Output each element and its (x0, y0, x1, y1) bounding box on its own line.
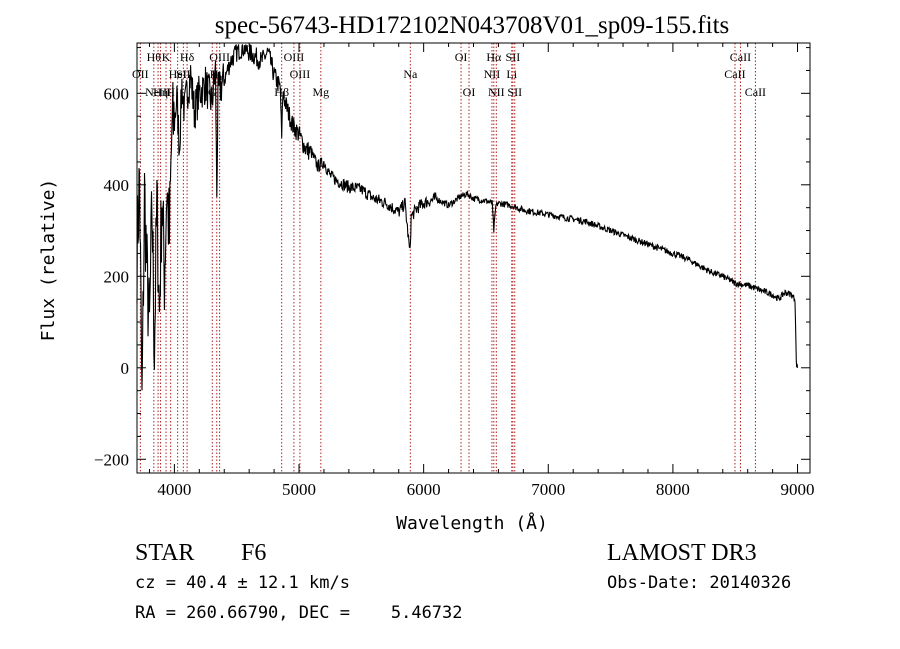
survey-name: LAMOST DR3 (607, 540, 757, 566)
x-tick-label-2: 6000 (407, 480, 441, 499)
plot-frame (136, 42, 811, 474)
line-markers (139, 43, 756, 473)
x-tick-label-0: 4000 (157, 480, 191, 499)
x-tick-label-3: 7000 (531, 480, 565, 499)
line-label-20: NII (484, 67, 501, 81)
line-label-26: CaII (730, 50, 751, 64)
y-tick-label-3: 400 (104, 176, 130, 195)
line-label-25: CaII (724, 67, 745, 81)
x-tick-label-5: 9000 (781, 480, 815, 499)
y-tick-label-0: −200 (94, 450, 129, 469)
line-label-19: Hα (486, 50, 502, 64)
line-label-24: SII (507, 85, 522, 99)
line-label-18: OI (463, 85, 476, 99)
redshift-velocity: cz = 40.4 ± 12.1 km/s (135, 573, 350, 593)
spectrum-series-line (136, 44, 799, 391)
x-tick-label-1: 5000 (282, 480, 316, 499)
line-label-16: Na (403, 67, 418, 81)
line-label-15: Mg (312, 85, 329, 99)
line-label-11: OIII (209, 50, 230, 64)
line-label-27: CaII (745, 85, 766, 99)
object-subclass: F6 (241, 540, 267, 566)
line-label-13: OIII (284, 50, 305, 64)
x-axis-ticks: 4000 5000 6000 7000 8000 9000 (148, 43, 815, 499)
line-label-14: OIII (290, 67, 311, 81)
x-tick-label-4: 8000 (656, 480, 690, 499)
line-label-12: Hβ (274, 85, 289, 99)
y-tick-label-4: 600 (104, 84, 130, 103)
line-label-21: NII (488, 85, 505, 99)
line-label-6: HeI (169, 67, 187, 81)
y-tick-label-1: 0 (121, 359, 130, 378)
line-label-8: Hδ (180, 50, 195, 64)
object-type: STAR (135, 540, 195, 566)
line-label-23: SII (506, 50, 521, 64)
y-axis-label: Flux (relative) (38, 179, 59, 342)
y-axis-ticks: −200 0 200 400 600 (94, 47, 810, 469)
line-label-2: OII (132, 67, 149, 81)
chart-title: spec-56743-HD172102N043708V01_sp09-155.f… (215, 12, 730, 39)
line-label-4: K (162, 50, 171, 64)
x-axis-label: Wavelength (Å) (396, 512, 548, 534)
line-label-7: SII (176, 67, 191, 81)
line-label-22: Li (506, 67, 517, 81)
line-label-5: H (166, 85, 175, 99)
y-tick-label-2: 200 (104, 267, 130, 286)
coordinates: RA = 260.66790, DEC = 5.46732 (135, 603, 463, 623)
line-label-0: Hθ (147, 50, 162, 64)
line-labels: HθHηOIINeIIIKHHeISIIHδGHγOIIIHβOIIIOIIIM… (132, 50, 766, 99)
line-label-17: OI (455, 50, 468, 64)
observation-date: Obs-Date: 20140326 (607, 573, 792, 593)
line-label-3: NeIII (145, 85, 171, 99)
line-label-1: Hη (153, 85, 168, 99)
